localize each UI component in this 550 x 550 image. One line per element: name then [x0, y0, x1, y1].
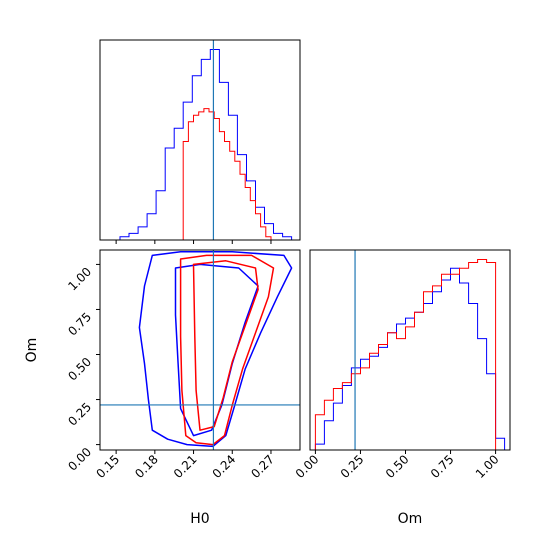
om-histogram-red: [314, 259, 497, 450]
h0-marginal-frame: [99, 39, 301, 241]
om-histogram-blue: [314, 267, 506, 450]
blue-contour-level-1: [138, 251, 293, 448]
red-contour-level-2: [192, 260, 259, 431]
x-axis-label-h0: H0: [190, 511, 209, 527]
h0-histogram-blue: [119, 49, 293, 240]
om-marginal-frame: [309, 249, 511, 451]
h0-histogram-red: [182, 108, 272, 240]
y-axis-label-om: Om: [24, 338, 40, 363]
h0-marginal-panel: [99, 39, 301, 244]
joint-frame: [99, 249, 301, 451]
x-axis-label-om: Om: [398, 511, 423, 527]
